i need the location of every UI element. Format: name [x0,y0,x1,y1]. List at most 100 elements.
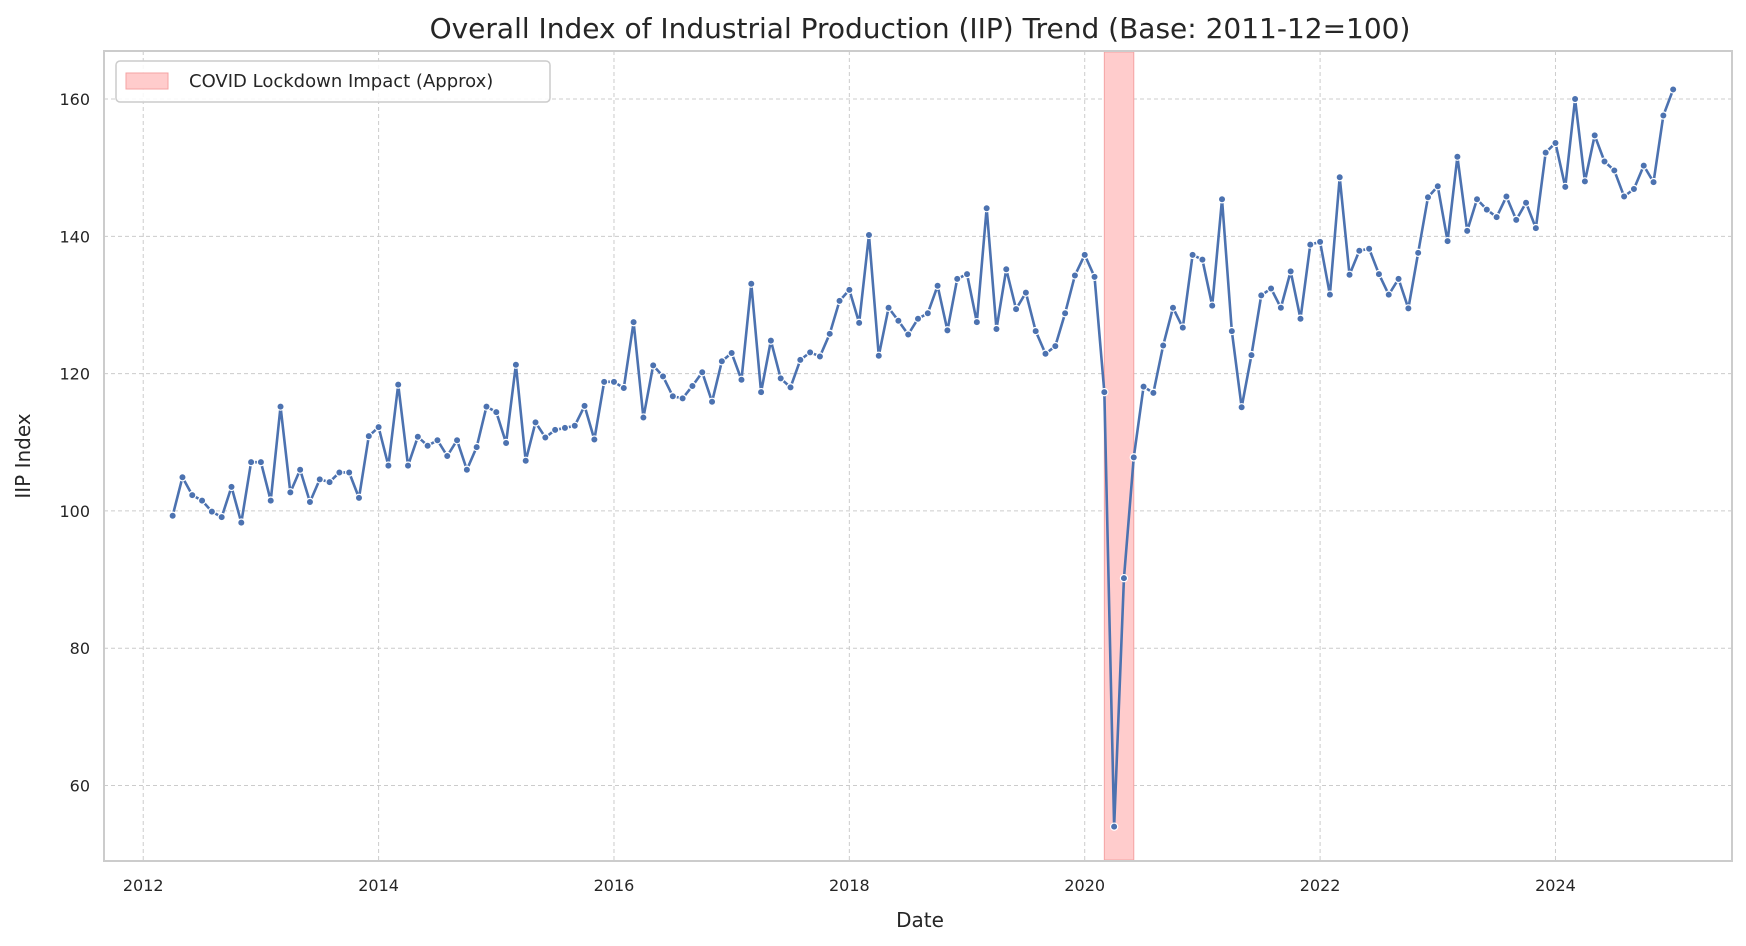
data-point [1551,138,1560,148]
data-point [786,383,795,392]
data-point [354,493,364,503]
data-point [1306,240,1315,249]
data-point [1570,94,1580,104]
data-point [982,203,991,213]
data-point [237,518,246,527]
y-axis-label: IIP Index [11,413,35,498]
data-point [707,397,717,406]
data-point [1580,177,1590,186]
data-point [590,435,599,444]
data-point [1119,573,1129,583]
data-point [688,381,697,391]
data-point [1070,271,1080,280]
data-point [1443,236,1452,246]
data-point [266,496,275,505]
data-point [845,285,854,295]
data-point [619,383,628,393]
data-point [335,468,344,477]
data-point [1600,157,1609,166]
data-point [423,441,432,450]
data-point [325,477,334,487]
x-tick-label: 2012 [123,876,164,895]
data-point [541,433,550,442]
y-tick-label: 60 [70,776,90,795]
data-point [992,324,1001,334]
data-point [1031,326,1040,336]
data-point [698,368,707,377]
data-point [1384,290,1393,299]
data-point [197,496,207,505]
data-point [1315,237,1325,247]
data-point [884,303,893,312]
x-axis-label: Date [896,908,944,932]
data-point [1482,205,1492,214]
data-point [521,456,530,466]
y-tick-label: 160 [59,90,90,109]
data-point [639,413,648,422]
data-point [1198,255,1207,264]
data-point [1404,304,1413,313]
data-point [933,281,942,290]
data-point [305,497,315,507]
data-point [953,274,962,284]
data-point [727,348,736,358]
data-point [344,468,354,477]
series-line-0 [171,88,1675,828]
data-point [217,512,226,522]
legend: COVID Lockdown Impact (Approx) [115,60,551,103]
data-point [207,507,217,516]
data-point [805,348,815,357]
data-point [1610,166,1619,175]
data-point [776,374,785,383]
data-point [364,431,373,441]
data-point [560,423,570,433]
data-point [1668,85,1678,94]
data-points [168,85,1678,831]
data-point [1247,350,1256,360]
data-point [913,314,923,323]
x-tick-label: 2022 [1300,876,1341,895]
data-point [1011,304,1021,314]
data-point [1325,290,1335,299]
data-point [531,418,540,427]
data-point [256,457,266,467]
data-point [511,360,521,369]
data-point [737,375,746,385]
data-point [668,392,678,401]
data-point [1109,822,1119,831]
x-tick-label: 2018 [829,876,870,895]
covid-shaded-region [1103,51,1135,861]
data-point [276,402,285,411]
data-point [747,279,756,288]
data-point [1472,195,1482,204]
data-point [403,461,413,470]
data-point [433,436,442,445]
y-tick-label: 140 [59,227,90,246]
data-point [903,330,913,339]
data-point [678,394,687,403]
data-point [1335,173,1344,182]
data-point [580,401,589,411]
legend-entry-covid: COVID Lockdown Impact (Approx) [189,71,493,92]
data-point [286,488,295,497]
data-point [1502,192,1511,201]
data-point [1276,303,1286,312]
data-point [452,436,462,445]
data-point [1394,274,1403,284]
data-point [178,473,187,482]
data-point [766,336,776,345]
covid-lockdown-band [1103,51,1135,861]
data-point [1423,193,1433,202]
data-point [1217,195,1227,204]
data-point [835,296,844,306]
data-point [1139,382,1148,391]
data-point [1521,198,1531,207]
data-point [1227,326,1237,336]
data-point [1355,246,1364,255]
data-point [472,442,481,452]
data-point [1060,309,1070,318]
data-point [854,318,864,328]
data-point [1286,267,1295,276]
data-point [1158,341,1168,350]
data-point [492,407,501,417]
